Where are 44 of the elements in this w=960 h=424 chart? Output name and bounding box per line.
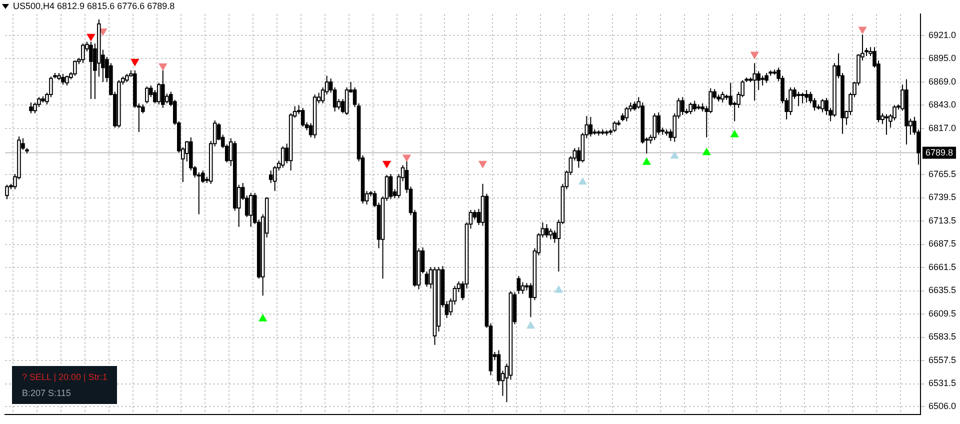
point <box>670 152 679 159</box>
point <box>526 322 535 329</box>
point <box>478 160 487 168</box>
point <box>382 160 391 168</box>
point <box>402 154 411 162</box>
point <box>750 52 759 59</box>
annotation: B:207 S:115 <box>22 388 72 398</box>
candlestick <box>904 78 908 146</box>
candlestick <box>588 116 593 138</box>
point <box>158 63 167 70</box>
candlestick <box>29 102 33 114</box>
y-tick-label: 6557.5 <box>928 354 956 365</box>
y-tick-label: 6583.5 <box>928 332 956 342</box>
y-tick-label: 6713.5 <box>928 215 956 226</box>
candlestick <box>89 41 93 100</box>
y-tick-label: 6609.5 <box>928 308 956 318</box>
candlestick <box>161 70 165 108</box>
y-tick-label: 6765.5 <box>928 168 956 179</box>
candlestick <box>804 90 808 104</box>
point <box>702 148 711 156</box>
y-tick-label: 6739.5 <box>928 192 956 202</box>
point <box>730 130 739 138</box>
point <box>130 58 139 66</box>
point <box>642 158 651 165</box>
point <box>258 314 267 322</box>
y-tick-label: 6635.5 <box>928 285 956 296</box>
y-tick-label: 6506.0 <box>928 401 956 412</box>
y-tick-label: 6661.5 <box>928 262 956 272</box>
point <box>554 286 563 293</box>
point <box>858 26 866 34</box>
candlestick <box>756 70 760 91</box>
point <box>86 34 95 41</box>
ref-line-label: 6789.8 <box>925 147 954 158</box>
candlestick <box>796 91 800 107</box>
y-tick-label: 6843.0 <box>928 100 956 110</box>
y-tick-label: 6869.0 <box>928 76 956 86</box>
y-tick-label: 6817.0 <box>928 122 956 133</box>
annotation: ? SELL | 20:00 | Str:1 <box>22 372 108 382</box>
y-tick-label: 6687.5 <box>928 238 956 249</box>
point <box>578 178 587 185</box>
y-tick-label: 6895.0 <box>928 53 956 64</box>
y-tick-label: 6531.5 <box>928 378 956 388</box>
chart-title: US500,H4 6812.9 6815.6 6776.6 6789.8 <box>13 1 175 11</box>
y-tick-label: 6921.0 <box>928 30 956 40</box>
